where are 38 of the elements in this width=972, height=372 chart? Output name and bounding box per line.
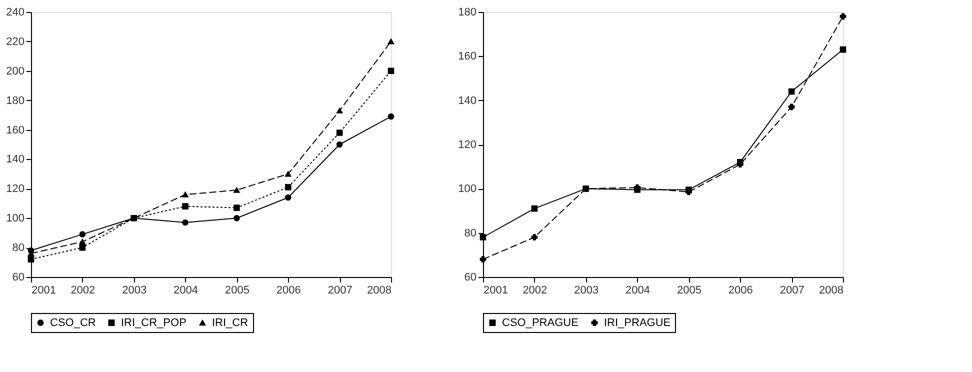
- y-tick-label: 120: [458, 139, 476, 151]
- x-tick-label: 2003: [574, 284, 599, 296]
- y-tick-label: 120: [6, 183, 24, 196]
- x-tick-label: 2008: [819, 284, 844, 296]
- y-tick-label: 140: [6, 154, 24, 166]
- y-tick-label: 200: [6, 65, 24, 78]
- x-tick-label: 2002: [70, 284, 96, 296]
- x-tick-label: 2003: [122, 284, 147, 296]
- y-tick-label: 80: [12, 242, 24, 254]
- x-tick-label: 2006: [276, 284, 301, 296]
- y-tick-label: 180: [458, 6, 476, 18]
- legend-label: IRI_CR: [212, 316, 248, 329]
- y-tick-label: 140: [458, 94, 476, 107]
- y-tick-label: 60: [12, 272, 24, 284]
- x-tick-label: 2007: [328, 284, 352, 296]
- x-tick-label: 2002: [522, 284, 548, 296]
- x-tick-label: 2005: [676, 284, 702, 296]
- y-tick-label: 180: [6, 94, 24, 107]
- y-tick-label: 100: [458, 183, 476, 196]
- x-tick-label: 2001: [484, 284, 508, 296]
- legend-label: CSO_CR: [50, 316, 96, 329]
- x-tick-label: 2004: [626, 284, 650, 296]
- legend-label: CSO_PRAGUE: [502, 316, 578, 329]
- y-tick-label: 80: [464, 227, 476, 240]
- x-tick-label: 2005: [224, 284, 250, 296]
- y-tick-label: 100: [6, 212, 24, 225]
- legend-label: IRI_CR_POP: [121, 316, 186, 329]
- legend-label: IRI_PRAGUE: [604, 316, 671, 329]
- x-tick-label: 2006: [728, 284, 753, 296]
- y-tick-label: 60: [464, 272, 476, 284]
- y-tick-label: 220: [6, 36, 24, 48]
- x-tick-label: 2007: [780, 284, 804, 296]
- x-tick-label: 2004: [174, 284, 198, 296]
- x-tick-label: 2008: [367, 284, 392, 296]
- y-tick-label: 160: [458, 50, 476, 63]
- x-tick-label: 2001: [32, 284, 56, 296]
- y-tick-label: 160: [6, 124, 24, 136]
- y-tick-label: 240: [6, 6, 24, 18]
